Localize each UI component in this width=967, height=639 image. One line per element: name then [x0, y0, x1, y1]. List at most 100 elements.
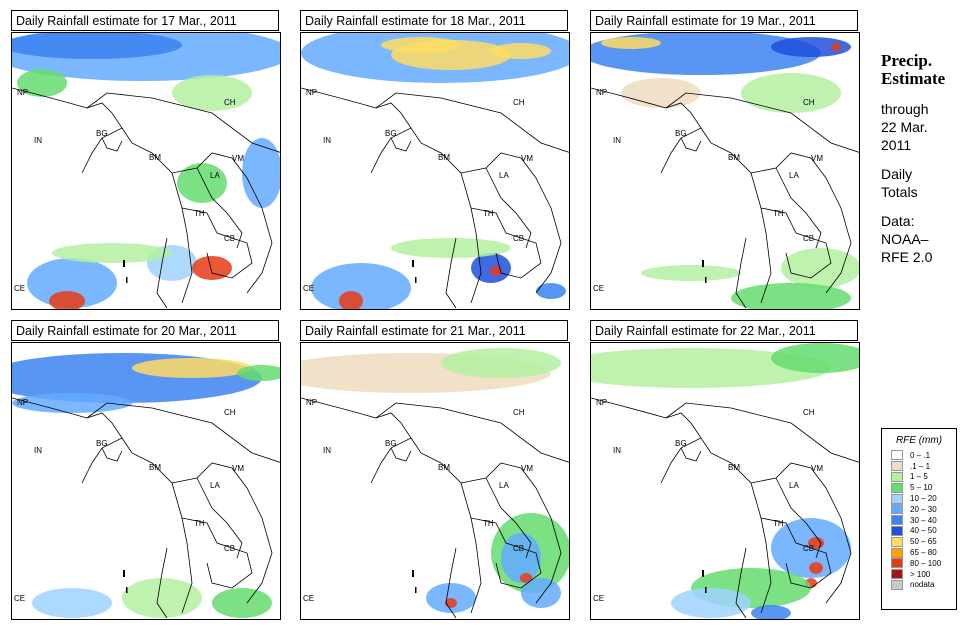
- border-line: [700, 437, 772, 614]
- rainfall-layer: [591, 343, 859, 619]
- country-label: BG: [675, 129, 687, 138]
- legend-swatch: [891, 558, 903, 569]
- country-label: LA: [789, 481, 799, 490]
- country-borders: [12, 397, 280, 619]
- border-line: [775, 167, 822, 249]
- rainfall-map: NP CH IN BG BM VM LA TH CB CE: [11, 342, 281, 620]
- rainfall-area: [122, 578, 202, 618]
- country-label: CB: [224, 544, 235, 553]
- rainfall-layer: [301, 33, 569, 309]
- caption-heading-2: Estimate: [881, 69, 946, 88]
- country-label: IN: [613, 446, 621, 455]
- rainfall-layer: [12, 33, 280, 309]
- rainfall-area: [771, 37, 851, 57]
- legend-item: 80 – 100: [882, 558, 956, 569]
- country-label: CB: [513, 234, 524, 243]
- border-line: [760, 207, 832, 279]
- border-line: [591, 397, 702, 484]
- rainfall-area: [212, 588, 272, 618]
- country-label: CB: [803, 234, 814, 243]
- rainfall-map-canvas: NP CH IN BG BM VM LA TH CB CE: [591, 343, 859, 619]
- country-label: BG: [96, 439, 108, 448]
- border-line: [735, 237, 747, 309]
- country-label: BM: [149, 153, 161, 162]
- country-label: BM: [728, 153, 740, 162]
- country-label: BG: [96, 129, 108, 138]
- legend-swatch: [891, 482, 903, 493]
- border-line: [171, 152, 273, 294]
- country-label: CH: [513, 98, 525, 107]
- legend-item: 30 – 40: [882, 515, 956, 526]
- rainfall-area: [591, 348, 831, 388]
- panel-title: Daily Rainfall estimate for 17 Mar., 201…: [11, 10, 279, 31]
- rainfall-area: [490, 266, 502, 276]
- border-line: [301, 397, 412, 484]
- country-label: BM: [438, 463, 450, 472]
- island: [415, 277, 417, 283]
- island: [415, 587, 417, 593]
- border-line: [156, 237, 168, 309]
- country-label: BG: [385, 439, 397, 448]
- legend-item: 0 – .1: [882, 450, 956, 461]
- country-label: LA: [499, 171, 509, 180]
- country-label: TH: [194, 519, 205, 528]
- border-line: [680, 137, 702, 152]
- rainfall-map-canvas: NP CH IN BG BM VM LA TH CB CE: [591, 33, 859, 309]
- rainfall-map-canvas: NP CH IN BG BM VM LA TH CB CE: [301, 33, 569, 309]
- country-label: CH: [803, 408, 815, 417]
- border-line: [12, 87, 123, 174]
- island: [705, 277, 707, 283]
- border-line: [460, 462, 562, 604]
- legend-label: 40 – 50: [910, 526, 937, 536]
- country-label: VM: [811, 464, 823, 473]
- legend-label: > 100: [910, 569, 931, 579]
- country-label: VM: [811, 154, 823, 163]
- rainfall-area: [601, 37, 661, 49]
- rainfall-area: [177, 163, 227, 203]
- border-line: [86, 92, 280, 153]
- rainfall-map: NP CH IN BG BM VM LA TH CB CE: [590, 32, 860, 310]
- legend-swatch: [891, 536, 903, 547]
- rainfall-area: [671, 588, 751, 618]
- rainfall-area: [27, 258, 117, 308]
- country-label: NP: [596, 88, 607, 97]
- country-label: TH: [483, 209, 494, 218]
- legend-label: .1 – 1: [910, 461, 931, 471]
- island: [126, 587, 128, 593]
- legend-label: nodata: [910, 580, 935, 590]
- country-label: BM: [728, 463, 740, 472]
- country-label: NP: [306, 398, 317, 407]
- island: [705, 587, 707, 593]
- border-line: [485, 167, 532, 249]
- rainfall-area: [172, 75, 252, 111]
- rainfall-area: [751, 605, 791, 619]
- rainfall-area: [17, 69, 67, 97]
- border-line: [301, 87, 412, 174]
- legend-item: nodata: [882, 579, 956, 591]
- caption-daily: Daily: [881, 166, 913, 182]
- country-label: BM: [438, 153, 450, 162]
- rainfall-layer: [301, 348, 569, 613]
- panel-title: Daily Rainfall estimate for 21 Mar., 201…: [300, 320, 568, 341]
- legend-title: RFE (mm): [895, 435, 943, 446]
- country-label: VM: [232, 464, 244, 473]
- rainfall-area: [501, 533, 541, 583]
- legend-item: 50 – 65: [882, 536, 956, 547]
- island: [412, 570, 414, 577]
- border-line: [750, 152, 852, 294]
- border-line: [410, 127, 482, 304]
- country-label: BG: [385, 129, 397, 138]
- legend-label: 0 – .1: [910, 450, 931, 460]
- country-label: TH: [773, 519, 784, 528]
- border-line: [665, 92, 859, 153]
- panel-title: Daily Rainfall estimate for 19 Mar., 201…: [590, 10, 858, 31]
- country-label: IN: [34, 446, 42, 455]
- rainfall-area: [641, 265, 741, 281]
- country-label: BG: [675, 439, 687, 448]
- legend-label: 5 – 10: [910, 483, 933, 493]
- border-line: [591, 87, 702, 174]
- rainfall-area: [831, 43, 841, 51]
- country-label: TH: [194, 209, 205, 218]
- country-borders: [301, 87, 569, 309]
- country-label: CB: [803, 544, 814, 553]
